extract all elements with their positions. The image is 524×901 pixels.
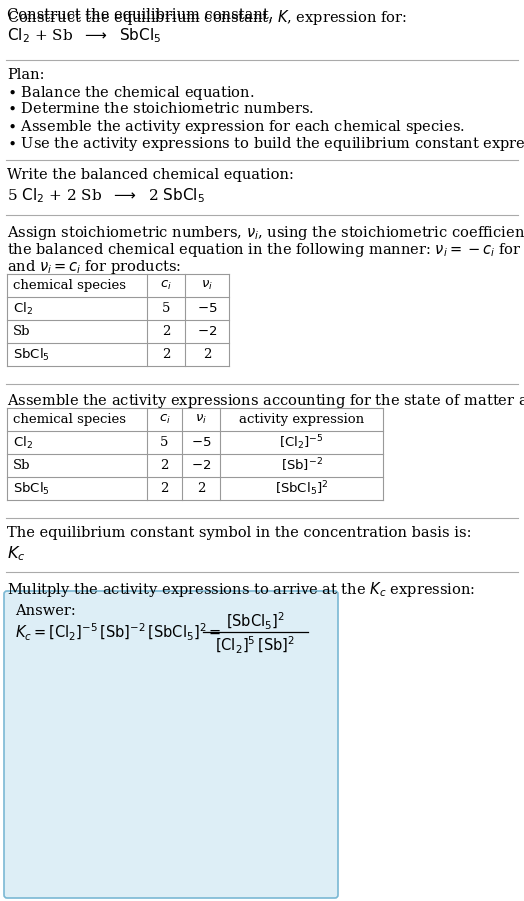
Text: and $\nu_i = c_i$ for products:: and $\nu_i = c_i$ for products:	[7, 258, 181, 276]
Text: Plan:: Plan:	[7, 68, 45, 82]
Text: Construct the equilibrium constant, $K$, expression for:: Construct the equilibrium constant, $K$,…	[7, 8, 407, 27]
Text: $-2$: $-2$	[191, 459, 211, 472]
Text: $\mathrm{SbCl_5}$: $\mathrm{SbCl_5}$	[13, 480, 50, 496]
FancyBboxPatch shape	[4, 591, 338, 898]
Text: $\mathrm{Cl_2}$: $\mathrm{Cl_2}$	[13, 434, 33, 450]
Text: $[\mathrm{SbCl_5}]^{2}$: $[\mathrm{SbCl_5}]^{2}$	[275, 479, 328, 498]
Text: $[\mathrm{SbCl_5}]^{2}$: $[\mathrm{SbCl_5}]^{2}$	[225, 611, 285, 632]
Text: $\bullet$ Balance the chemical equation.: $\bullet$ Balance the chemical equation.	[7, 84, 255, 102]
Text: 2: 2	[162, 325, 170, 338]
Text: chemical species: chemical species	[13, 279, 126, 292]
Text: $\bullet$ Use the activity expressions to build the equilibrium constant express: $\bullet$ Use the activity expressions t…	[7, 135, 524, 153]
Text: Answer:: Answer:	[15, 604, 76, 618]
Text: Mulitply the activity expressions to arrive at the $K_c$ expression:: Mulitply the activity expressions to arr…	[7, 580, 475, 599]
Text: $[\mathrm{Cl_2}]^{5}\,[\mathrm{Sb}]^{2}$: $[\mathrm{Cl_2}]^{5}\,[\mathrm{Sb}]^{2}$	[215, 634, 295, 656]
Text: Sb: Sb	[13, 459, 30, 472]
Text: $K_c$: $K_c$	[7, 544, 26, 563]
Text: $\nu_i$: $\nu_i$	[195, 413, 207, 426]
Text: $c_i$: $c_i$	[159, 413, 170, 426]
Text: Write the balanced chemical equation:: Write the balanced chemical equation:	[7, 168, 294, 182]
Text: Assign stoichiometric numbers, $\nu_i$, using the stoichiometric coefficients, $: Assign stoichiometric numbers, $\nu_i$, …	[7, 224, 524, 242]
Text: $-2$: $-2$	[197, 325, 217, 338]
Text: $\mathrm{Cl_2}$ + Sb  $\longrightarrow$  $\mathrm{SbCl_5}$: $\mathrm{Cl_2}$ + Sb $\longrightarrow$ $…	[7, 26, 161, 45]
Text: chemical species: chemical species	[13, 413, 126, 426]
Text: $\mathrm{SbCl_5}$: $\mathrm{SbCl_5}$	[13, 347, 50, 362]
Text: 2: 2	[203, 348, 211, 361]
Text: Sb: Sb	[13, 325, 30, 338]
Text: 5: 5	[162, 302, 170, 315]
Text: the balanced chemical equation in the following manner: $\nu_i = -c_i$ for react: the balanced chemical equation in the fo…	[7, 241, 524, 259]
Text: The equilibrium constant symbol in the concentration basis is:: The equilibrium constant symbol in the c…	[7, 526, 472, 540]
Text: 5: 5	[160, 436, 169, 449]
Text: $\mathrm{Cl_2}$: $\mathrm{Cl_2}$	[13, 300, 33, 316]
Text: $-5$: $-5$	[191, 436, 211, 449]
Text: $[\mathrm{Cl_2}]^{-5}$: $[\mathrm{Cl_2}]^{-5}$	[279, 433, 324, 451]
Text: 2: 2	[197, 482, 205, 495]
Text: $K_c = [\mathrm{Cl_2}]^{-5}\,[\mathrm{Sb}]^{-2}\,[\mathrm{SbCl_5}]^{2} = $: $K_c = [\mathrm{Cl_2}]^{-5}\,[\mathrm{Sb…	[15, 622, 222, 642]
Text: $c_i$: $c_i$	[160, 279, 172, 292]
Text: $\bullet$ Determine the stoichiometric numbers.: $\bullet$ Determine the stoichiometric n…	[7, 101, 314, 116]
Text: Assemble the activity expressions accounting for the state of matter and $\nu_i$: Assemble the activity expressions accoun…	[7, 392, 524, 410]
Text: 2: 2	[160, 482, 169, 495]
Text: activity expression: activity expression	[239, 413, 364, 426]
Text: $\bullet$ Assemble the activity expression for each chemical species.: $\bullet$ Assemble the activity expressi…	[7, 118, 465, 136]
Text: $[\mathrm{Sb}]^{-2}$: $[\mathrm{Sb}]^{-2}$	[280, 457, 322, 474]
Text: 2: 2	[160, 459, 169, 472]
Text: 5 $\mathrm{Cl_2}$ + 2 Sb  $\longrightarrow$  2 $\mathrm{SbCl_5}$: 5 $\mathrm{Cl_2}$ + 2 Sb $\longrightarro…	[7, 186, 205, 205]
Text: $-5$: $-5$	[196, 302, 217, 315]
Text: $\nu_i$: $\nu_i$	[201, 279, 213, 292]
Text: Construct the equilibrium constant,: Construct the equilibrium constant,	[7, 8, 278, 22]
Text: 2: 2	[162, 348, 170, 361]
